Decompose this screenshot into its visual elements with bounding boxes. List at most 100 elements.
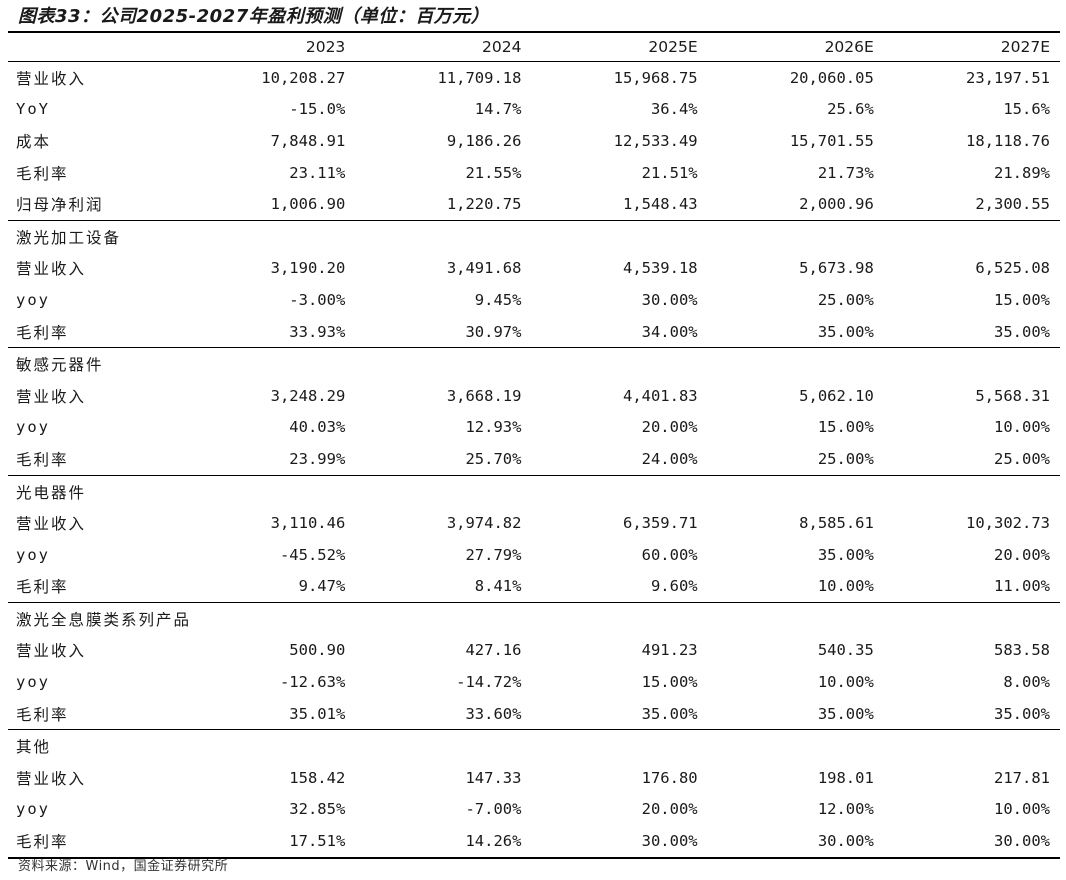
value-cell: 35.00% [817, 322, 874, 341]
value-cell: 30.00% [883, 825, 1060, 859]
section-header-row: 激光加工设备 [8, 219, 1060, 253]
value-cell: 4,539.18 [622, 259, 698, 278]
value-cell: 8,585.61 [799, 514, 874, 533]
value-cell: 23.99% [289, 449, 346, 468]
value-cell: 217.81 [994, 768, 1050, 787]
value-cell: 2,300.55 [975, 195, 1050, 214]
row-label: 营业收入 [16, 260, 87, 279]
value-cell: 10.00% [994, 800, 1050, 819]
value-cell: 491.23 [641, 641, 698, 660]
table-body: 营业收入 10,208.27 11,709.18 15,968.75 20,060.05… [8, 60, 1060, 859]
value-cell: 158.42 [289, 768, 346, 787]
row-label: yoy [16, 545, 50, 564]
section-title: 激光全息膜类系列产品 [8, 602, 1060, 635]
value-cell: 20.00% [994, 545, 1050, 564]
table-row: yoy 40.03% 12.93% 20.00% 15.00% 10.00% [8, 412, 1060, 444]
value-cell: 9.60% [650, 577, 698, 596]
row-label: 营业收入 [16, 387, 87, 406]
value-cell: 10,302.73 [966, 514, 1050, 533]
value-cell: 583.58 [994, 641, 1050, 660]
header-2027e: 2027E [1000, 37, 1050, 56]
header-label-cell [8, 32, 179, 62]
value-cell: 36.4% [650, 100, 698, 119]
value-cell: 1,548.43 [622, 195, 698, 214]
value-cell: 147.33 [465, 768, 522, 787]
value-cell: 6,359.71 [622, 514, 698, 533]
value-cell: 2,000.96 [799, 195, 874, 214]
value-cell: 35.00% [994, 704, 1050, 723]
row-label: 毛利率 [16, 705, 69, 724]
value-cell: 5,062.10 [799, 386, 874, 405]
header-2026e: 2026E [824, 37, 874, 56]
value-cell: 3,248.29 [270, 386, 346, 405]
value-cell: 11,709.18 [355, 60, 532, 94]
value-cell: 8.41% [474, 577, 522, 596]
value-cell: 21.51% [641, 163, 698, 182]
value-cell: 7,848.91 [270, 131, 346, 150]
value-cell: 15,701.55 [789, 131, 874, 150]
header-row: 2023 2024 2025E 2026E 2027E [8, 32, 1060, 62]
section-header-row: 光电器件 [8, 474, 1060, 508]
value-cell: 5,673.98 [799, 259, 874, 278]
value-cell: 540.35 [817, 641, 874, 660]
table-row: 毛利率 17.51% 14.26% 30.00% 30.00% 30.00% [8, 825, 1060, 859]
header-2025e: 2025E [648, 37, 698, 56]
row-label: 营业收入 [8, 60, 180, 94]
value-cell: 3,110.46 [270, 514, 346, 533]
value-cell: 60.00% [641, 545, 698, 564]
section-header-row: 激光全息膜类系列产品 [8, 602, 1060, 635]
table-row: yoy -3.00% 9.45% 30.00% 25.00% 15.00% [8, 284, 1060, 316]
value-cell: 15.00% [817, 418, 874, 437]
table-row: 营业收入 500.90 427.16 491.23 540.35 583.58 [8, 635, 1060, 667]
value-cell: 11.00% [994, 577, 1050, 596]
value-cell: 176.80 [641, 768, 698, 787]
value-cell: 9,186.26 [446, 131, 522, 150]
row-label: 毛利率 [8, 825, 180, 859]
value-cell: -45.52% [279, 545, 346, 564]
top-rule [8, 31, 1060, 33]
table-row: 毛利率 23.11% 21.55% 21.51% 21.73% 21.89% [8, 157, 1060, 189]
value-cell: 35.00% [817, 545, 874, 564]
table-title: 图表33：公司2025-2027年盈利预测（单位：百万元） [18, 6, 490, 27]
section-title: 光电器件 [8, 474, 1060, 508]
row-label: 毛利率 [16, 578, 69, 597]
value-cell: 3,974.82 [446, 514, 522, 533]
value-cell: 33.60% [465, 704, 522, 723]
value-cell: 427.16 [465, 641, 522, 660]
row-label: 毛利率 [16, 323, 69, 342]
value-cell: 27.79% [465, 545, 522, 564]
value-cell: 3,491.68 [446, 259, 522, 278]
value-cell: 6,525.08 [975, 259, 1050, 278]
row-label: yoy [16, 290, 50, 309]
value-cell: 14.26% [355, 825, 532, 859]
row-label: 毛利率 [16, 164, 69, 183]
row-label: yoy [16, 418, 50, 437]
value-cell: 12,533.49 [613, 131, 698, 150]
value-cell: 15,968.75 [531, 60, 708, 94]
value-cell: 21.89% [994, 163, 1050, 182]
value-cell: 35.00% [817, 704, 874, 723]
value-cell: 10.00% [817, 577, 874, 596]
value-cell: 35.00% [641, 704, 698, 723]
value-cell: 4,401.83 [622, 386, 698, 405]
table-row: 毛利率 23.99% 25.70% 24.00% 25.00% 25.00% [8, 443, 1060, 475]
section-header-row: 敏感元器件 [8, 347, 1060, 380]
section-title: 敏感元器件 [8, 347, 1060, 380]
header-2023: 2023 [305, 37, 346, 56]
value-cell: 198.01 [817, 768, 874, 787]
table-row: 营业收入 158.42 147.33 176.80 198.01 217.81 [8, 762, 1060, 794]
section-header-row: 其他 [8, 729, 1060, 763]
value-cell: 15.00% [994, 290, 1050, 309]
value-cell: 1,006.90 [270, 195, 346, 214]
value-cell: 25.70% [465, 449, 522, 468]
value-cell: 25.6% [827, 100, 874, 119]
header-2024: 2024 [482, 37, 522, 56]
value-cell: 10.00% [817, 673, 874, 692]
value-cell: -7.00% [465, 800, 522, 819]
value-cell: 21.55% [465, 163, 522, 182]
value-cell: 12.00% [817, 800, 874, 819]
row-label: yoy [16, 800, 50, 819]
value-cell: 30.97% [465, 322, 522, 341]
value-cell: 3,668.19 [446, 386, 522, 405]
value-cell: 20,060.05 [707, 60, 884, 94]
